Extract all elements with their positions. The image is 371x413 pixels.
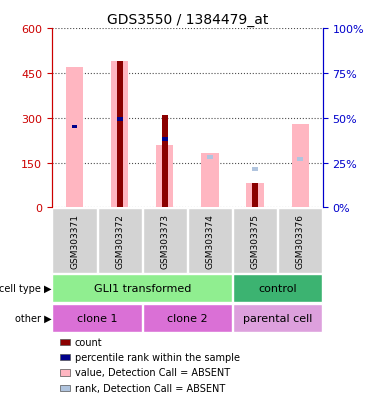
Text: control: control [258, 283, 297, 293]
Bar [66, 68, 83, 208]
Text: GLI1 transformed: GLI1 transformed [93, 283, 191, 293]
Bar [111, 62, 128, 208]
Bar [188, 209, 232, 273]
Bar [60, 385, 69, 391]
Bar [278, 209, 322, 273]
Text: percentile rank within the sample: percentile rank within the sample [75, 352, 240, 362]
Bar [72, 126, 78, 129]
Text: cell type ▶: cell type ▶ [0, 283, 52, 293]
Text: other ▶: other ▶ [15, 313, 52, 323]
Bar [117, 118, 122, 122]
Text: value, Detection Call = ABSENT: value, Detection Call = ABSENT [75, 368, 230, 377]
Bar [60, 339, 69, 345]
Text: rank, Detection Call = ABSENT: rank, Detection Call = ABSENT [75, 383, 225, 393]
Bar [52, 274, 232, 302]
Bar [143, 209, 187, 273]
Bar [52, 209, 96, 273]
Bar [162, 138, 168, 142]
Bar [162, 115, 168, 208]
Text: GSM303373: GSM303373 [160, 213, 169, 268]
Bar [98, 209, 142, 273]
Bar [292, 124, 309, 208]
Bar [143, 304, 232, 332]
Bar [117, 62, 122, 208]
Bar [52, 304, 142, 332]
Text: count: count [75, 337, 103, 347]
Bar [60, 369, 69, 376]
Text: GSM303376: GSM303376 [296, 213, 305, 268]
Text: clone 1: clone 1 [77, 313, 117, 323]
Text: GSM303372: GSM303372 [115, 214, 124, 268]
Bar [297, 158, 303, 161]
Bar [162, 138, 168, 142]
Bar [72, 126, 78, 129]
Bar [246, 183, 264, 208]
Text: GSM303374: GSM303374 [206, 214, 214, 268]
Bar [60, 354, 69, 361]
Bar [201, 153, 219, 208]
Bar [156, 145, 173, 208]
Bar [252, 168, 258, 171]
Bar [233, 304, 322, 332]
Title: GDS3550 / 1384479_at: GDS3550 / 1384479_at [107, 12, 268, 26]
Text: clone 2: clone 2 [167, 313, 208, 323]
Text: GSM303375: GSM303375 [250, 213, 260, 268]
Text: GSM303371: GSM303371 [70, 213, 79, 268]
Text: parental cell: parental cell [243, 313, 312, 323]
Bar [233, 274, 322, 302]
Bar [233, 209, 277, 273]
Bar [252, 183, 258, 208]
Bar [207, 156, 213, 159]
